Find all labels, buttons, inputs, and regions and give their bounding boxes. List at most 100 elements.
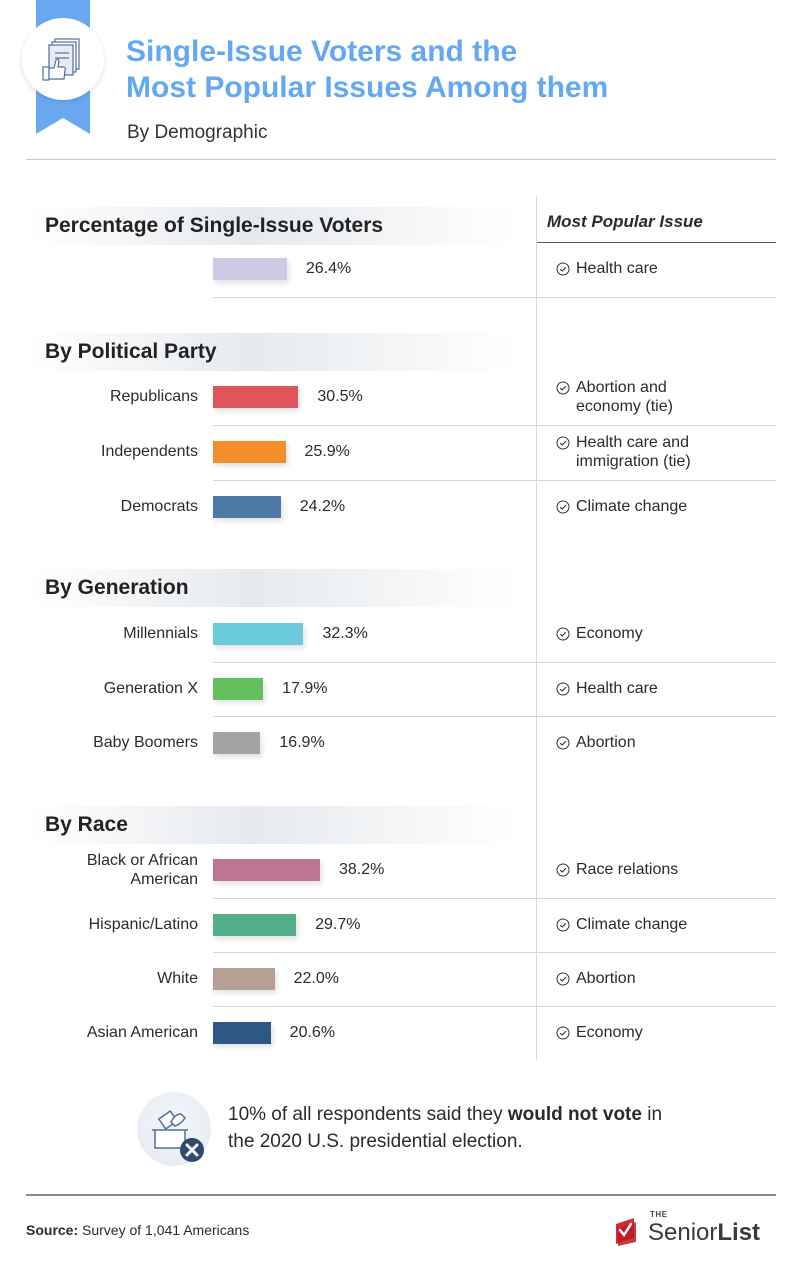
source-text: Survey of 1,041 Americans [78, 1222, 250, 1238]
issue-text: Climate change [576, 916, 688, 933]
note-icon-circle [137, 1092, 211, 1166]
row-divider [213, 297, 776, 298]
bar-label: Republicans [109, 388, 198, 405]
bar-value-label: 17.9% [282, 680, 328, 697]
bar-value-label: 24.2% [299, 498, 346, 515]
column-divider [536, 196, 537, 1060]
bar-label: Democrats [120, 498, 198, 515]
bar [213, 732, 261, 754]
note-text: 10% of all respondents said they would n… [228, 1101, 678, 1155]
check-circle-icon [556, 381, 570, 395]
most-popular-issue: Health care [556, 679, 771, 698]
most-popular-issue: Health care and immigration (tie) [556, 433, 771, 471]
check-circle-icon [556, 500, 570, 514]
bar-value-label: 32.3% [322, 625, 368, 642]
bar-value-label: 38.2% [338, 861, 385, 878]
issue-text-line: economy (tie) [576, 398, 673, 415]
most-popular-issue: Climate change [556, 497, 771, 516]
title-line-2: Most Popular Issues Among them [126, 71, 609, 104]
bar-label: Black or African American [28, 851, 198, 889]
section-title: By Generation [45, 576, 189, 599]
bar-label: Generation X [103, 680, 198, 697]
bar-value-label: 29.7% [315, 916, 361, 933]
note-text-bold: would not vote [507, 1104, 642, 1125]
bar-label: Asian American [86, 1024, 198, 1041]
bar [213, 258, 287, 280]
most-popular-issue: Abortion and economy (tie) [556, 378, 771, 416]
bar-label: Baby Boomers [93, 734, 198, 751]
issue-text: Race relations [576, 861, 679, 878]
bar [213, 914, 297, 936]
issue-text-line: Health care and [576, 434, 689, 451]
bar [213, 678, 264, 700]
page-title: Single-Issue Voters and the Most Popular… [126, 34, 786, 106]
section-band [30, 569, 520, 607]
section-title: Percentage of Single-Issue Voters [45, 214, 384, 237]
row-divider [213, 716, 776, 717]
check-circle-icon [556, 863, 570, 877]
row-divider [213, 952, 776, 953]
ballot-box-x-icon [152, 1110, 204, 1162]
issue-column-header: Most Popular Issue [547, 212, 703, 231]
senior-list-logo: THE SeniorList [614, 1206, 760, 1246]
check-circle-icon [556, 262, 570, 276]
check-circle-icon [556, 972, 570, 986]
section-band [30, 806, 520, 844]
issue-text: Economy [576, 1024, 643, 1041]
check-circle-icon [556, 627, 570, 641]
source-label: Source: [26, 1222, 79, 1238]
document-thumbs-up-icon [42, 38, 80, 81]
issue-text: Abortion [576, 970, 636, 987]
bar [213, 1022, 271, 1044]
issue-text: Health care and immigration (tie) [576, 433, 691, 471]
bar [213, 859, 320, 881]
logo-list: List [717, 1219, 761, 1246]
row-divider [213, 662, 776, 663]
most-popular-issue: Economy [556, 624, 771, 643]
most-popular-issue: Economy [556, 1023, 771, 1042]
row-divider [213, 425, 776, 426]
logo-wordmark: THE SeniorList [648, 1210, 760, 1246]
bar-label: White [157, 970, 198, 987]
logo-senior: Senior [648, 1219, 718, 1246]
row-divider [213, 480, 776, 481]
check-circle-icon [556, 436, 570, 450]
page-subtitle: By Demographic [127, 122, 268, 143]
check-circle-icon [556, 918, 570, 932]
bar [213, 441, 286, 463]
bar-label: Independents [101, 443, 198, 460]
note-text-after: in the 2020 U.S. presidential election. [228, 1104, 663, 1152]
note-text-before: 10% of all respondents said they [228, 1104, 508, 1125]
bar-value-label: 30.5% [317, 388, 363, 405]
issue-text-line: immigration (tie) [576, 453, 691, 470]
section-title: By Political Party [45, 340, 217, 363]
bar-label-line: Black or African [86, 852, 198, 869]
issue-text: Abortion and economy (tie) [576, 378, 673, 416]
header-divider [26, 159, 776, 160]
issue-text: Health care [576, 680, 658, 697]
bar [213, 386, 299, 408]
logo-the: THE [650, 1210, 668, 1219]
check-circle-icon [556, 1026, 570, 1040]
bar-value-label: 16.9% [279, 734, 325, 751]
logo-name: SeniorList [648, 1219, 760, 1246]
most-popular-issue: Climate change [556, 915, 771, 934]
section-band [30, 333, 520, 371]
row-divider [213, 898, 776, 899]
bar-value-label: 20.6% [289, 1024, 336, 1041]
source-citation: Source: Survey of 1,041 Americans [26, 1221, 249, 1239]
issue-text: Economy [576, 625, 643, 642]
section-band [30, 207, 520, 245]
bar-value-label: 25.9% [304, 443, 350, 460]
most-popular-issue: Abortion [556, 733, 771, 752]
bar [213, 623, 304, 645]
issue-text-line: Abortion and [576, 379, 667, 396]
check-circle-icon [556, 682, 570, 696]
issue-text: Climate change [576, 498, 688, 515]
bar-label: Millennials [123, 625, 198, 642]
bar-value-label: 26.4% [305, 260, 352, 277]
most-popular-issue: Abortion [556, 969, 771, 988]
bar [213, 968, 275, 990]
check-circle-icon [556, 736, 570, 750]
title-line-1: Single-Issue Voters and the [126, 35, 518, 68]
